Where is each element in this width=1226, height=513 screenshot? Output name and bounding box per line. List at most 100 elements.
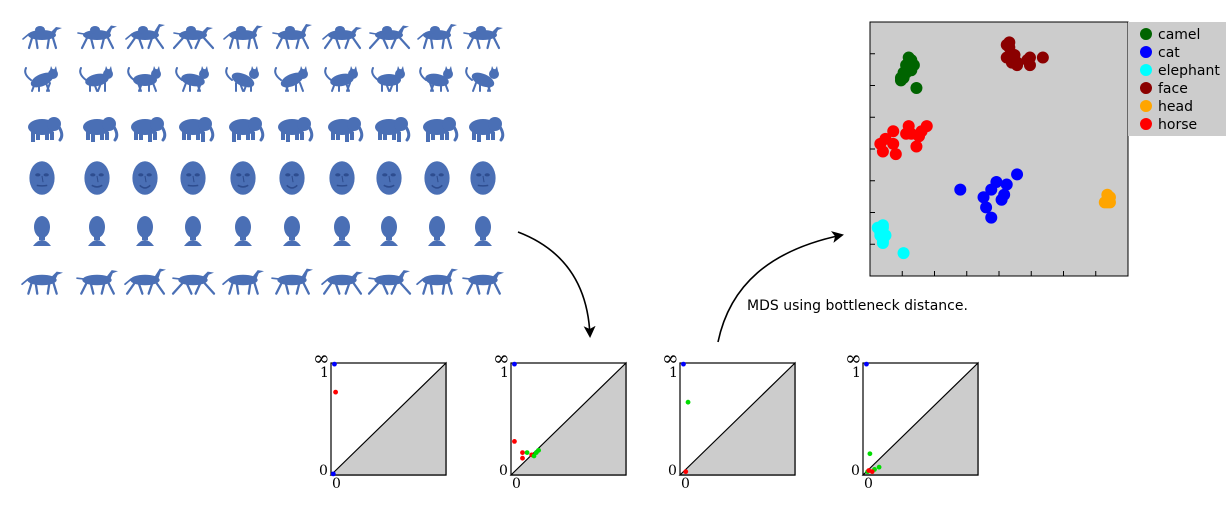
persistence-point <box>867 451 873 457</box>
persistence-point <box>869 469 875 475</box>
persistence-point <box>864 361 869 367</box>
head-shape-thumbnail <box>380 216 398 246</box>
cat-shape-thumbnail <box>324 66 358 92</box>
camel-shape-thumbnail <box>172 26 215 50</box>
camel-shape-thumbnail <box>77 25 117 50</box>
legend-marker-camel <box>1140 28 1152 40</box>
diagonal-region <box>509 361 627 476</box>
camel-point <box>905 64 918 77</box>
face-shape-thumbnail <box>180 161 206 195</box>
cat-shape-thumbnail <box>274 66 308 92</box>
legend-label-face: face <box>1158 81 1188 97</box>
persistence-diagram: ∞1 00 <box>313 346 447 492</box>
infinity-label: ∞ <box>662 346 679 370</box>
tick-label-x: 0 <box>512 476 521 492</box>
legend-label-horse: horse <box>1158 117 1197 133</box>
persistence-point <box>520 450 525 455</box>
persistence-point <box>512 439 517 444</box>
diagonal-region <box>329 361 447 476</box>
elephant-shape-thumbnail <box>131 117 167 142</box>
camel-shape-thumbnail <box>223 25 263 50</box>
cat-point <box>1011 168 1024 181</box>
infinity-label: ∞ <box>313 346 330 370</box>
horse-shape-thumbnail <box>462 271 504 295</box>
arrow-to-mds <box>717 231 844 343</box>
horse-point <box>910 140 923 153</box>
legend-marker-face <box>1140 82 1152 94</box>
camel-shape-thumbnail <box>417 24 457 50</box>
elephant-point <box>876 236 889 249</box>
face-shape-thumbnail <box>376 161 402 195</box>
horse-shape-thumbnail <box>416 268 458 295</box>
camel-point <box>910 82 923 95</box>
face-point <box>1023 59 1036 72</box>
elephant-shape-thumbnail <box>83 117 119 142</box>
face-shape-thumbnail <box>424 161 450 195</box>
elephant-point <box>897 247 910 260</box>
head-shape-thumbnail <box>184 216 202 246</box>
horse-shape-thumbnail <box>321 271 363 295</box>
cat-shape-thumbnail <box>225 66 259 92</box>
elephant-point <box>874 224 887 237</box>
infinity-label: ∞ <box>493 346 510 370</box>
horse-point <box>887 125 900 138</box>
elephant-shape-thumbnail <box>179 117 215 142</box>
tick-label-bottom: 0 <box>499 463 508 479</box>
elephant-shape-thumbnail <box>423 117 459 142</box>
camel-shape-thumbnail <box>272 24 312 50</box>
face-shape-thumbnail <box>132 161 158 195</box>
cat-point <box>977 191 990 204</box>
tick-label-top: 1 <box>852 365 861 381</box>
head-shape-thumbnail <box>428 216 446 246</box>
head-shape-thumbnail <box>88 216 106 246</box>
cat-shape-thumbnail <box>465 66 499 92</box>
persistence-point <box>685 399 691 405</box>
diagonal-region <box>678 361 796 476</box>
legend-marker-cat <box>1140 46 1152 58</box>
face-shape-thumbnail <box>279 161 305 195</box>
legend-label-elephant: elephant <box>1158 63 1220 79</box>
mds-scatter-plot: camel cat elephant face head horse <box>869 21 1226 277</box>
legend-marker-elephant <box>1140 64 1152 76</box>
legend-label-cat: cat <box>1158 45 1180 61</box>
tick-label-top: 1 <box>500 365 509 381</box>
cat-point <box>985 211 998 224</box>
infinity-label: ∞ <box>845 346 862 370</box>
legend-box <box>1128 22 1226 136</box>
horse-shape-thumbnail <box>76 270 118 295</box>
horse-shape-thumbnail <box>171 271 216 295</box>
cat-point <box>998 188 1011 201</box>
persistence-point <box>683 469 689 475</box>
elephant-shape-thumbnail <box>469 117 505 142</box>
face-point <box>1011 59 1024 72</box>
elephant-shape-thumbnail <box>229 117 265 142</box>
persistence-point <box>520 455 525 461</box>
persistence-point <box>876 464 882 470</box>
cat-shape-thumbnail <box>419 66 453 92</box>
head-point <box>1101 193 1114 206</box>
camel-shape-thumbnail <box>22 26 62 50</box>
face-shape-thumbnail <box>329 161 355 195</box>
tick-label-x: 0 <box>681 476 690 492</box>
persistence-point <box>536 447 541 453</box>
mds-caption: MDS using bottleneck distance. <box>747 298 968 314</box>
tick-label-x: 0 <box>864 476 873 492</box>
persistence-diagram: ∞1 00 <box>493 346 627 492</box>
persistence-point <box>333 389 338 395</box>
head-shape-thumbnail <box>33 216 51 246</box>
head-shape-thumbnail <box>333 216 351 246</box>
cat-point <box>990 176 1003 189</box>
tick-label-bottom: 0 <box>668 463 677 479</box>
cat-shape-thumbnail <box>127 66 161 92</box>
persistence-point <box>330 471 336 477</box>
tick-label-top: 1 <box>669 365 678 381</box>
cat-shape-thumbnail <box>371 66 405 92</box>
legend-marker-head <box>1140 100 1152 112</box>
face-point <box>1036 51 1049 64</box>
horse-shape-thumbnail <box>367 270 412 295</box>
persistence-diagram: ∞1 00 <box>662 346 796 492</box>
horse-shape-thumbnail <box>271 268 313 295</box>
cat-shape-thumbnail <box>175 66 209 92</box>
tick-label-bottom: 0 <box>851 463 860 479</box>
legend-marker-horse <box>1140 118 1152 130</box>
